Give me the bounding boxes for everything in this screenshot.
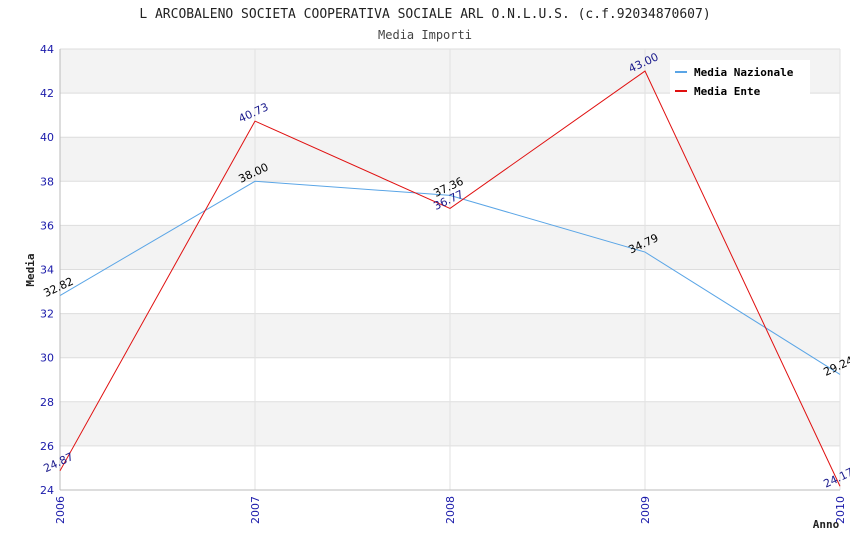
series-lines [59, 70, 841, 487]
y-axis-ticks: 24 26 28 30 32 34 36 38 40 42 44 [40, 43, 54, 497]
series-line-1 [59, 70, 841, 487]
y-tick-label: 34 [40, 264, 54, 277]
grid-lines [59, 48, 841, 491]
chart-title: L ARCOBALENO SOCIETA COOPERATIVA SOCIALE… [139, 7, 710, 22]
y-tick-label: 24 [40, 484, 54, 497]
x-tick-label: 2006 [54, 496, 67, 524]
legend-label: Media Nazionale [694, 66, 794, 79]
y-tick-label: 44 [40, 43, 54, 56]
x-tick-label: 2007 [249, 496, 262, 524]
y-tick-label: 40 [40, 131, 54, 144]
x-tick-label: 2008 [444, 496, 457, 524]
y-axis-title: Media [24, 253, 37, 286]
x-axis-title: Anno [813, 518, 840, 531]
series-line-0 [59, 180, 841, 375]
legend: Media Nazionale Media Ente [670, 60, 810, 98]
x-tick-label: 2009 [639, 496, 652, 524]
y-tick-label: 42 [40, 87, 54, 100]
x-axis-ticks: 2006 2007 2008 2009 2010 [54, 496, 847, 524]
legend-label: Media Ente [694, 85, 761, 98]
x-tick-label: 2010 [834, 496, 847, 524]
y-tick-label: 28 [40, 396, 54, 409]
y-tick-label: 38 [40, 175, 54, 188]
y-tick-label: 26 [40, 440, 54, 453]
y-tick-label: 36 [40, 219, 54, 232]
y-tick-label: 30 [40, 352, 54, 365]
legend-box [670, 60, 810, 98]
y-tick-label: 32 [40, 308, 54, 321]
chart-subtitle: Media Importi [378, 28, 472, 42]
